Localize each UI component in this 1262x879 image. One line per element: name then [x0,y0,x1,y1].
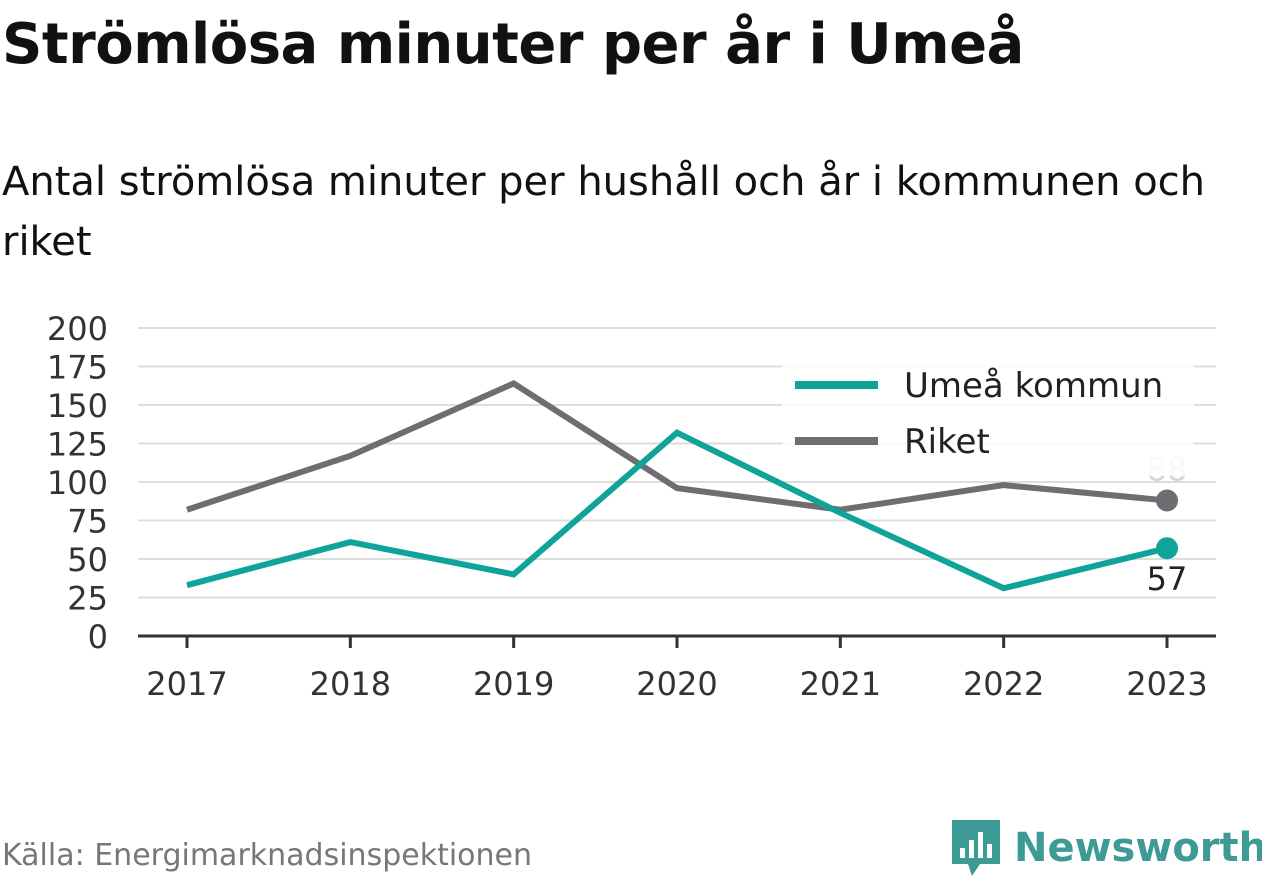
brand-name: Newsworthy [1014,825,1262,871]
source-note: Källa: Energimarknadsinspektionen [2,838,533,873]
data-point [184,582,190,588]
x-tick-label: 2018 [310,665,391,703]
legend-label: Riket [904,422,990,462]
y-tick-label: 200 [47,310,108,348]
series-line [186,429,1168,592]
y-tick-label: 125 [47,426,108,464]
data-point [1001,482,1007,488]
x-tick-label: 2022 [963,665,1044,703]
legend: Umeå kommun Riket [782,360,1194,476]
y-tick-label: 175 [47,349,108,387]
chart-title: Strömlösa minuter per år i Umeå [2,12,1024,77]
data-point [511,380,517,386]
x-tick-label: 2021 [800,665,881,703]
y-tick-label: 50 [67,541,108,579]
y-tick-label: 25 [67,580,108,618]
x-tick-label: 2017 [146,665,227,703]
y-tick-label: 75 [67,503,108,541]
y-tick-label: 0 [88,618,108,656]
data-point [1001,585,1007,591]
x-tick-label: 2020 [636,665,717,703]
y-tick-label: 150 [47,387,108,425]
brand: Newsworthy [950,818,1262,878]
y-tick-label: 100 [47,464,108,502]
x-axis: 2017 2018 2019 2020 2021 2022 2023 [138,634,1216,703]
data-point [347,453,353,459]
data-point [674,430,680,436]
newsworthy-logo-icon [952,820,1000,876]
series-line [186,380,1168,513]
x-tick-label: 2023 [1126,665,1207,703]
data-point [674,485,680,491]
data-point [511,571,517,577]
x-tick-label: 2019 [473,665,554,703]
end-point-marker [1156,537,1178,560]
chart-subtitle: Antal strömlösa minuter per hushåll och … [2,159,1206,265]
data-point [347,539,353,545]
end-point-marker [1156,489,1178,512]
data-point [837,510,843,516]
data-label: 57 [1147,560,1188,598]
legend-label: Umeå kommun [904,366,1163,406]
data-point [184,507,190,513]
legend-background [782,360,1194,476]
